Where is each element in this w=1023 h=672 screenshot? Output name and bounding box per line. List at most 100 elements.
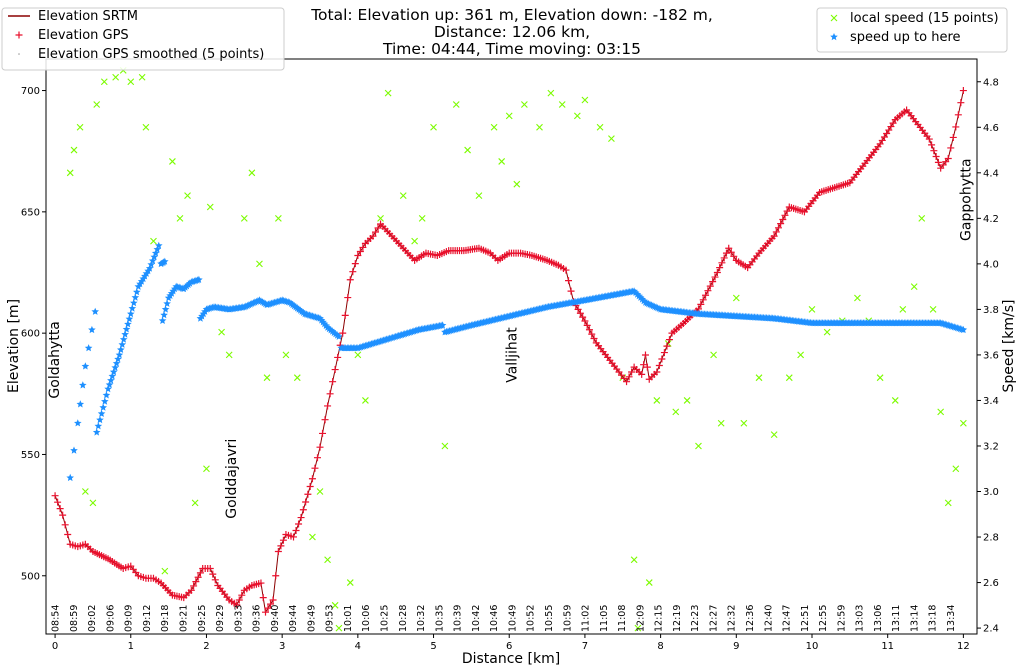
time-tick-label: 12:23 (690, 605, 701, 632)
local-speed-point (218, 328, 225, 336)
elevation-gps-point (321, 416, 329, 424)
elevation-gps-point (625, 373, 633, 381)
speed-up-to-here-point (96, 416, 104, 424)
local-speed-point (203, 465, 210, 473)
place-annotation: Gappohytta (958, 158, 974, 240)
speed-up-to-here-point (330, 328, 338, 336)
y-right-tick-label: 2.6 (983, 578, 999, 589)
time-tick-label: 09:36 (252, 605, 263, 632)
local-speed-point (547, 89, 555, 97)
elevation-gps-point (932, 153, 940, 161)
time-tick-label: 10:52 (526, 605, 537, 632)
speed-up-to-here-point (102, 391, 111, 399)
time-tick-label: 11:05 (599, 605, 610, 632)
time-tick-label: 09:33 (233, 605, 244, 632)
elevation-gps-point (369, 232, 377, 240)
speed-up-to-here-series (66, 241, 968, 482)
speed-up-to-here-point (81, 362, 90, 370)
elevation-gps-point (324, 402, 332, 410)
local-speed-point (475, 192, 483, 199)
y-right-tick-label: 4.0 (983, 259, 999, 270)
elevation-gps-point (344, 294, 352, 302)
legend-left-entry: Elevation SRTM (38, 9, 138, 24)
elevation-gps-point (947, 144, 955, 152)
elevation-gps-point (713, 269, 721, 277)
local-speed-point (263, 374, 271, 382)
elevation-gps-point (576, 309, 584, 317)
speed-up-to-here-point (323, 323, 332, 331)
speed-up-to-here-point (124, 320, 132, 328)
elevation-gps-point (579, 313, 587, 321)
speed-up-to-here-point (150, 253, 158, 261)
elevation-gps-point (51, 492, 59, 500)
speed-up-to-here-point (115, 350, 124, 359)
speed-up-to-here-point (130, 299, 138, 307)
local-speed-point (695, 442, 702, 450)
speed-up-to-here-point (111, 363, 119, 371)
elevation-gps-point (192, 578, 200, 586)
elevation-gps-point (306, 482, 314, 490)
x-axis-label: Distance [km] (462, 651, 560, 667)
local-speed-point (755, 374, 763, 382)
local-speed-point (785, 374, 793, 382)
speed-up-to-here-point (84, 344, 93, 352)
elevation-gps-series (51, 87, 967, 616)
local-speed-point (362, 397, 369, 404)
local-speed-point (910, 283, 918, 291)
local-speed-point (335, 624, 343, 632)
time-tick-label: 10:46 (489, 605, 500, 632)
local-speed-point (876, 374, 884, 382)
x-tick-label: 1 (128, 641, 134, 652)
speed-up-to-here-point (325, 324, 333, 333)
elevation-gps-point (628, 368, 636, 376)
elevation-gps-point (727, 248, 735, 256)
speed-up-to-here-point (118, 340, 127, 348)
speed-up-to-here-point (322, 321, 330, 329)
speed-up-to-here-point (161, 305, 170, 313)
x-tick-label: 11 (881, 641, 894, 652)
elevation-gps-point (59, 511, 67, 519)
elevation-gps-point (720, 254, 728, 262)
elevation-gps-point (706, 282, 714, 290)
elevation-gps-point (565, 277, 573, 285)
axes: 0 1 2 3 4 5 6 7 8 9 10 11 125005506006507002.42.62.8… (21, 77, 999, 652)
y-right-tick-label: 2.4 (983, 624, 999, 635)
speed-up-to-here-point (163, 299, 171, 307)
speed-up-to-here-point (290, 302, 299, 310)
time-tick-label: 10:28 (398, 605, 409, 632)
elevation-gps-point (339, 329, 347, 337)
time-tick-label: 10:35 (434, 605, 445, 632)
time-tick-label: 09:44 (288, 605, 299, 632)
legend-right: local speed (15 points) speed up to here (816, 7, 1008, 53)
local-speed-point (70, 146, 78, 154)
elevation-gps-point (574, 305, 582, 313)
time-tick-label: 10:01 (343, 605, 354, 632)
elevation-gps-point (640, 361, 648, 369)
local-speed-point (324, 556, 331, 564)
elevation-gps-point (660, 349, 668, 357)
y-right-tick-label: 2.8 (983, 533, 999, 544)
local-speed-point (89, 499, 97, 507)
elevation-gps-point (665, 336, 673, 344)
elevation-gps-point (356, 247, 364, 255)
speed-up-to-here-point (97, 409, 106, 417)
elevation-gps-point (316, 443, 324, 451)
time-tick-label: 12:59 (836, 605, 847, 632)
elevation-gps-point (641, 351, 649, 359)
speed-up-to-here-point (66, 473, 74, 482)
speed-up-to-here-point (99, 403, 107, 411)
elevation-gps-point (567, 287, 575, 295)
time-tick-label: 12:40 (763, 605, 774, 632)
speed-up-to-here-point (79, 381, 87, 389)
x-tick-label: 8 (657, 641, 663, 652)
speed-up-to-here-point (959, 325, 968, 334)
local-speed-point (81, 488, 89, 495)
x-tick-label: 12 (957, 641, 970, 652)
legend-left-entry: Elevation GPS smoothed (5 points) (38, 47, 264, 62)
local-speed-point (899, 306, 907, 313)
elevation-gps-point (267, 600, 275, 608)
elevation-gps-point (658, 355, 666, 363)
elevation-gps-point (292, 526, 300, 534)
speed-up-to-here-point (94, 422, 103, 430)
speed-up-to-here-point (195, 275, 203, 283)
